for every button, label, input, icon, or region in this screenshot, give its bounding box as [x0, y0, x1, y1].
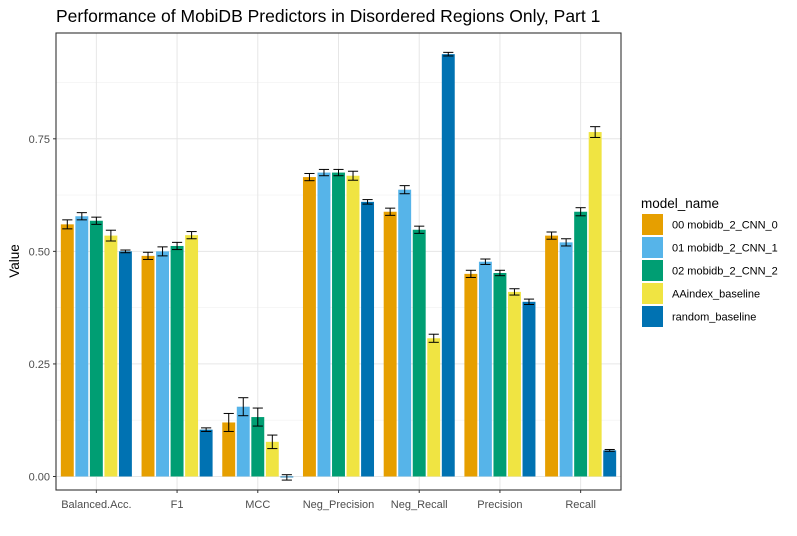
x-tick-label: Precision — [477, 499, 522, 511]
legend-title: model_name — [641, 196, 719, 211]
bar — [427, 338, 441, 477]
y-axis-title: Value — [7, 244, 22, 278]
bar — [185, 235, 199, 477]
legend-label: random_baseline — [672, 312, 756, 324]
bar — [75, 216, 89, 477]
bar — [464, 273, 478, 477]
bar — [104, 235, 118, 477]
bar — [317, 172, 331, 477]
bar — [222, 422, 236, 477]
legend-key — [641, 259, 664, 282]
y-tick-label: 0.75 — [29, 134, 50, 146]
y-tick-label: 0.50 — [29, 246, 50, 258]
bar — [574, 211, 588, 477]
y-tick-label: 0.25 — [29, 359, 50, 371]
legend-key — [641, 282, 664, 305]
x-tick-label: Balanced.Acc. — [61, 499, 131, 511]
bar — [588, 132, 602, 477]
legend-label: 01 mobidb_2_CNN_1 — [672, 243, 778, 255]
bar — [383, 211, 397, 477]
x-tick-label: Neg_Recall — [391, 499, 448, 511]
error-bars — [62, 51, 615, 481]
legend-key — [641, 236, 664, 259]
bar — [170, 245, 184, 477]
bar — [156, 251, 170, 477]
bar — [398, 189, 412, 477]
bar — [141, 255, 155, 477]
bar — [236, 406, 250, 477]
bar — [265, 441, 279, 477]
chart-title: Performance of MobiDB Predictors in Diso… — [56, 6, 601, 26]
bar — [251, 417, 265, 477]
bar — [441, 54, 455, 477]
bars — [60, 54, 617, 478]
y-tick-label: 0.00 — [29, 471, 50, 483]
x-tick-label: MCC — [245, 499, 270, 511]
legend-key — [641, 305, 664, 328]
x-tick-label: Neg_Precision — [303, 499, 375, 511]
legend-label: 02 mobidb_2_CNN_2 — [672, 266, 778, 278]
bar — [478, 261, 492, 477]
bar — [89, 220, 103, 477]
bar — [346, 175, 360, 477]
bar — [302, 177, 316, 477]
x-axis: Balanced.Acc. F1 MCC Neg_Precision Neg_Recal… — [61, 490, 596, 511]
bar — [199, 429, 213, 477]
bar — [507, 291, 521, 477]
legend-key — [641, 213, 664, 236]
y-axis: 0.00 0.25 0.50 0.75 — [29, 134, 56, 483]
bar — [332, 172, 345, 477]
bar — [60, 224, 74, 477]
x-tick-label: F1 — [171, 499, 184, 511]
legend-label: AAindex_baseline — [672, 289, 760, 301]
x-tick-label: Recall — [565, 499, 596, 511]
bar — [493, 272, 507, 477]
bar — [118, 251, 132, 477]
legend-label: 00 mobidb_2_CNN_0 — [672, 220, 778, 232]
legend: model_name 00 mobidb_2_CNN_0 01 mobidb_2_… — [641, 196, 778, 328]
bar — [412, 229, 426, 477]
bar — [361, 201, 375, 477]
bar — [559, 242, 573, 477]
bar — [545, 235, 559, 477]
bar — [603, 450, 617, 477]
bar — [522, 301, 536, 477]
